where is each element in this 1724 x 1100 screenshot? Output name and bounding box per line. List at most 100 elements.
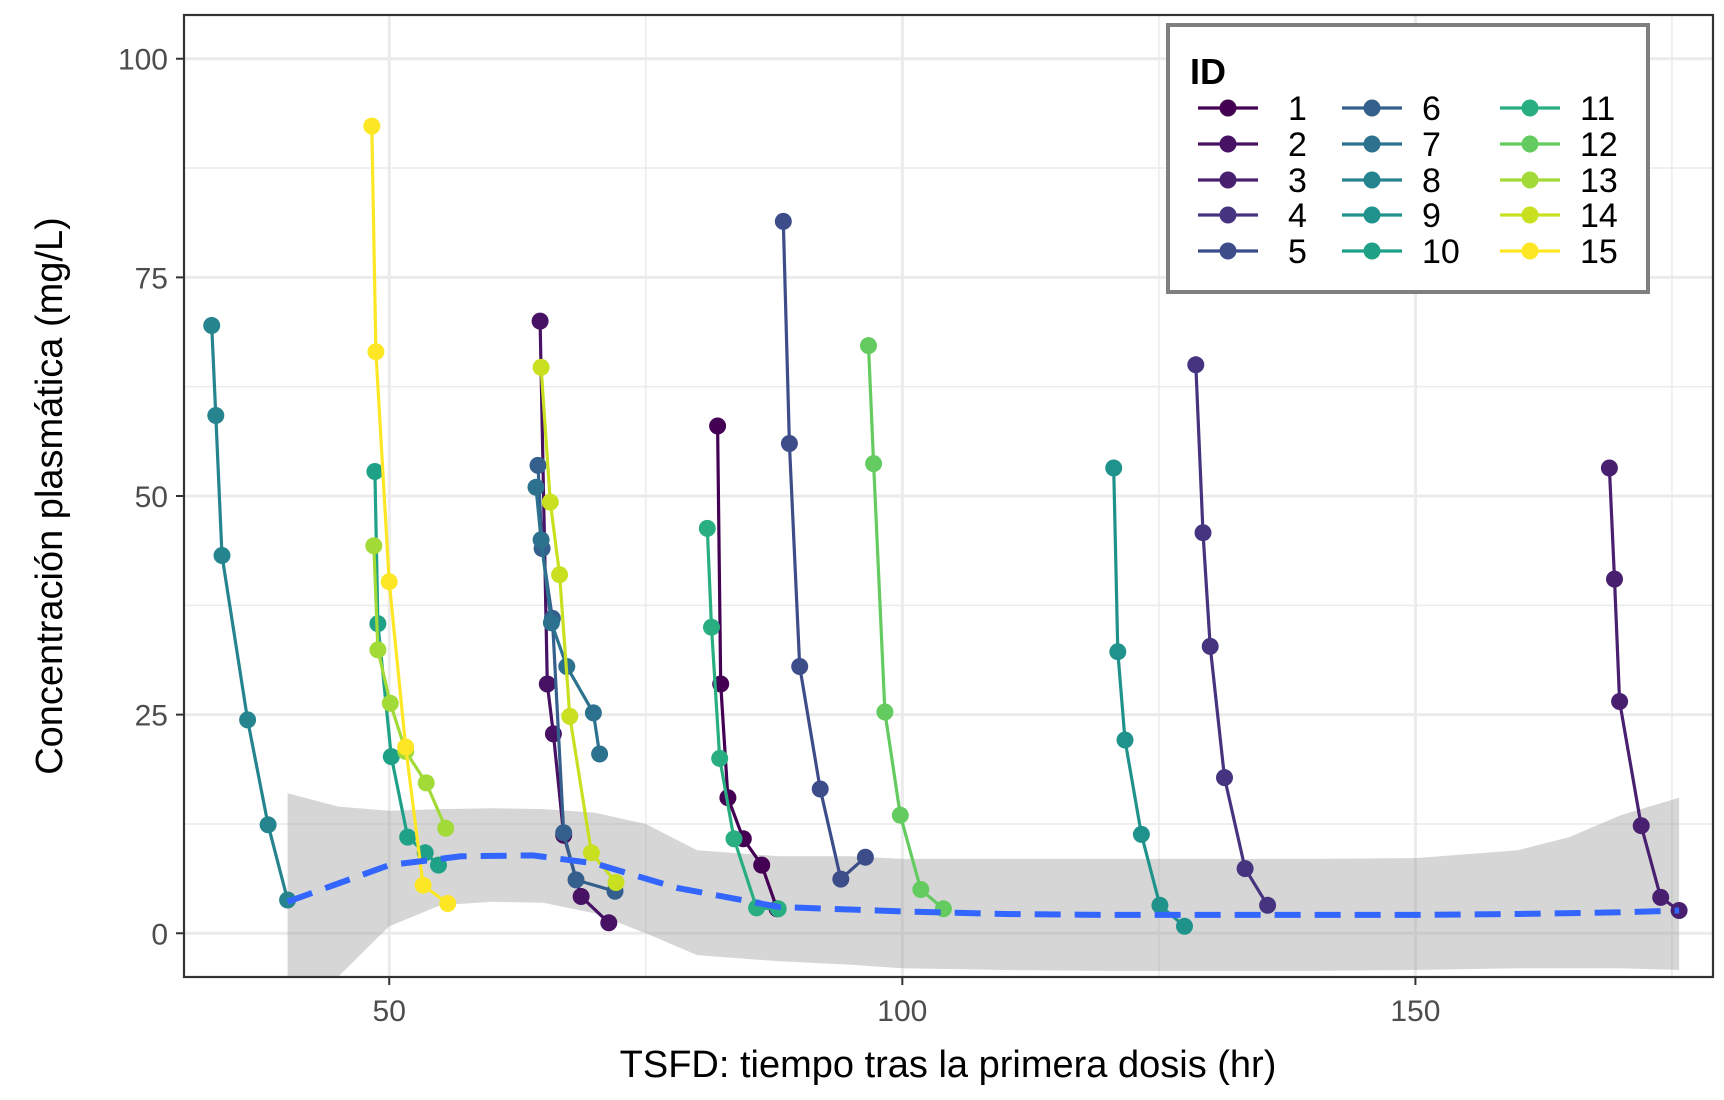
data-point bbox=[1600, 459, 1618, 477]
data-point bbox=[1606, 570, 1623, 588]
data-point bbox=[1151, 896, 1169, 914]
legend-key-point bbox=[1363, 242, 1381, 260]
legend-item-9: 9 bbox=[1342, 197, 1441, 235]
y-tick-label: 25 bbox=[135, 700, 168, 733]
data-point bbox=[381, 694, 399, 712]
series-9 bbox=[1105, 459, 1193, 935]
legend-item-3: 3 bbox=[1198, 162, 1307, 200]
data-point bbox=[865, 455, 883, 473]
legend-item-13: 13 bbox=[1500, 162, 1618, 200]
data-point bbox=[1187, 356, 1205, 374]
data-point bbox=[811, 780, 829, 798]
y-tick-label: 0 bbox=[151, 918, 168, 951]
data-point bbox=[912, 881, 930, 898]
data-point bbox=[1105, 459, 1123, 477]
data-point bbox=[538, 675, 556, 693]
data-point bbox=[207, 407, 225, 424]
confidence-ribbon bbox=[287, 793, 1680, 977]
data-point bbox=[703, 618, 720, 636]
data-point bbox=[551, 566, 569, 584]
data-point bbox=[532, 358, 550, 376]
data-point bbox=[1259, 896, 1277, 914]
data-point bbox=[259, 816, 277, 834]
data-point bbox=[365, 537, 383, 555]
series-4 bbox=[1187, 356, 1277, 914]
legend-key-point bbox=[1219, 135, 1237, 153]
legend-label: 13 bbox=[1580, 162, 1618, 200]
smooth-trend-line bbox=[286, 852, 1680, 918]
x-tick-label: 150 bbox=[1390, 995, 1440, 1028]
data-point bbox=[607, 874, 625, 891]
legend-box bbox=[1166, 23, 1650, 294]
data-point bbox=[753, 856, 771, 874]
x-tick-label: 100 bbox=[877, 995, 927, 1028]
y-tick-label: 75 bbox=[135, 262, 168, 295]
data-point bbox=[711, 749, 729, 767]
data-point bbox=[1652, 888, 1670, 906]
data-point bbox=[1201, 637, 1219, 655]
data-point bbox=[397, 738, 415, 756]
data-point bbox=[709, 417, 727, 435]
data-point bbox=[582, 844, 600, 862]
data-point bbox=[832, 870, 850, 888]
data-point bbox=[366, 463, 384, 480]
data-point bbox=[584, 704, 602, 722]
data-point bbox=[437, 819, 455, 837]
legend-key-point bbox=[1363, 135, 1381, 153]
data-point bbox=[531, 312, 549, 330]
data-point bbox=[860, 337, 877, 355]
data-point bbox=[1132, 825, 1150, 843]
data-point bbox=[541, 493, 559, 511]
legend-label: 9 bbox=[1422, 197, 1441, 235]
legend-item-8: 8 bbox=[1342, 162, 1441, 200]
legend-key-point bbox=[1521, 242, 1539, 260]
legend-label: 11 bbox=[1580, 90, 1615, 128]
legend-label: 10 bbox=[1422, 233, 1460, 271]
legend-item-1: 1 bbox=[1198, 90, 1307, 128]
data-point bbox=[369, 641, 387, 659]
data-point bbox=[1116, 731, 1134, 749]
y-axis-title: Concentración plasmática (mg/L) bbox=[29, 217, 71, 775]
confidence-ribbon-layer bbox=[287, 793, 1680, 977]
y-tick-label: 100 bbox=[118, 44, 168, 77]
legend-key-point bbox=[1219, 99, 1237, 117]
legend-key-point bbox=[1521, 171, 1539, 189]
data-point bbox=[698, 519, 716, 537]
legend-label: 5 bbox=[1288, 233, 1307, 271]
data-point bbox=[1216, 769, 1233, 787]
data-point bbox=[591, 745, 609, 763]
data-point bbox=[572, 888, 590, 905]
data-point bbox=[876, 703, 894, 721]
x-tick-label: 50 bbox=[373, 995, 406, 1028]
legend-item-11: 11 bbox=[1500, 90, 1615, 128]
data-point bbox=[380, 573, 398, 591]
data-point bbox=[527, 478, 545, 496]
legend-item-5: 5 bbox=[1198, 233, 1307, 271]
data-point bbox=[1194, 524, 1212, 542]
legend-key-point bbox=[1521, 99, 1539, 117]
grid bbox=[184, 15, 1713, 977]
legend-label: 3 bbox=[1288, 162, 1307, 200]
legend-item-7: 7 bbox=[1342, 126, 1441, 164]
data-point bbox=[891, 806, 909, 824]
legend-item-15: 15 bbox=[1500, 233, 1618, 271]
smooth-layer bbox=[286, 852, 1680, 918]
data-point bbox=[203, 317, 221, 334]
data-point bbox=[600, 914, 618, 932]
data-point bbox=[1109, 643, 1127, 661]
legend-label: 6 bbox=[1422, 90, 1441, 128]
data-point bbox=[1176, 917, 1193, 935]
data-point bbox=[529, 456, 547, 474]
series-12 bbox=[860, 337, 952, 918]
series-line-8 bbox=[210, 325, 290, 901]
legend-item-12: 12 bbox=[1500, 126, 1618, 164]
series-8 bbox=[203, 317, 297, 909]
series-15 bbox=[363, 117, 457, 912]
data-point bbox=[774, 212, 792, 230]
data-point bbox=[567, 871, 585, 889]
legend-key-point bbox=[1219, 206, 1237, 224]
data-point bbox=[439, 895, 457, 912]
legend-label: 15 bbox=[1580, 233, 1618, 271]
